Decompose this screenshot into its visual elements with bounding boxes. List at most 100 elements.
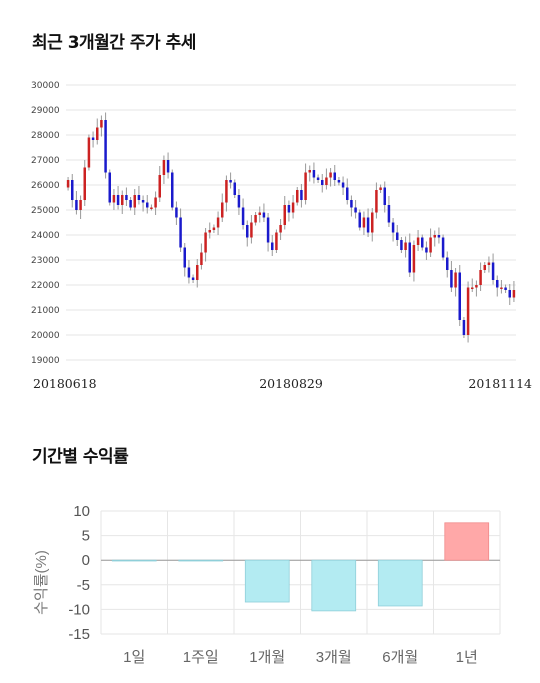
- y-tick-label: 20000: [31, 331, 60, 341]
- candle-body: [166, 160, 170, 173]
- candle-body: [262, 212, 266, 218]
- y-tick-label: 27000: [31, 156, 60, 166]
- candle-body: [187, 267, 191, 278]
- candle-body: [437, 235, 441, 238]
- y-tick-label: -10: [68, 601, 90, 618]
- price-trend-title: 최근 3개월간 주가 추세: [32, 33, 196, 53]
- candle-body: [337, 180, 341, 183]
- candle-body: [475, 285, 478, 288]
- candle-body: [275, 232, 278, 250]
- candle-body: [433, 235, 436, 238]
- candle-body: [241, 207, 245, 225]
- candle-body: [341, 182, 345, 188]
- y-tick-label: 23000: [31, 256, 60, 266]
- candle-body: [208, 230, 211, 233]
- x-tick-label: 3개월: [316, 649, 352, 666]
- candle-body: [400, 240, 403, 250]
- candle-body: [100, 120, 103, 128]
- candle-body: [396, 232, 399, 240]
- candle-body: [83, 167, 86, 200]
- candle-body: [412, 245, 416, 273]
- candle-body: [229, 180, 232, 183]
- y-tick-label: 25000: [31, 206, 60, 216]
- candle-body: [408, 242, 411, 273]
- candle-body: [225, 180, 228, 203]
- candle-body: [179, 217, 182, 248]
- candle-body: [354, 207, 357, 213]
- candle-body: [254, 215, 257, 223]
- candle-body: [71, 180, 74, 200]
- candle-body: [500, 287, 503, 289]
- x-tick-label: 20181114: [468, 376, 532, 391]
- candle-body: [483, 265, 486, 270]
- return-bar: [244, 559, 290, 603]
- candle-body: [221, 202, 224, 218]
- y-tick-label: 22000: [31, 281, 60, 291]
- y-tick-label: 24000: [31, 231, 60, 241]
- candle-body: [266, 217, 270, 243]
- return-bar: [311, 559, 357, 612]
- return-bar: [377, 559, 423, 607]
- candle-body: [362, 217, 366, 228]
- candle-body: [291, 202, 295, 213]
- candle-body: [358, 212, 361, 228]
- candle-body: [75, 200, 78, 210]
- candle-body: [371, 212, 374, 233]
- candle-body: [450, 270, 453, 288]
- y-tick-label: 5: [82, 528, 90, 545]
- candle-body: [79, 200, 82, 210]
- candle-body: [333, 172, 336, 180]
- y-tick-label: 28000: [31, 131, 60, 141]
- candle-body: [91, 137, 95, 140]
- candle-body: [375, 190, 378, 213]
- candle-body: [212, 227, 216, 230]
- return-bar: [111, 559, 157, 562]
- return-bar: [444, 522, 490, 561]
- candle-body: [279, 225, 282, 233]
- candle-body: [491, 262, 495, 280]
- candle-body: [312, 170, 316, 178]
- candle-body: [191, 277, 195, 280]
- x-tick-label: 20180618: [33, 376, 97, 391]
- candle-body: [154, 197, 157, 208]
- y-axis-label: 수익률(%): [33, 550, 50, 615]
- candle-body: [141, 200, 145, 203]
- candle-body: [258, 212, 261, 215]
- candle-body: [496, 280, 499, 288]
- candle-body: [308, 170, 311, 173]
- candle-body: [479, 270, 482, 285]
- period-return-title: 기간별 수익률: [32, 447, 129, 467]
- y-tick-label: 21000: [31, 306, 60, 316]
- candle-body: [421, 237, 424, 248]
- x-tick-label: 1일: [123, 649, 145, 666]
- candlestick-chart: 19000 20000 21000 22000 23000 24000 25000 26000…: [31, 81, 532, 391]
- candle-body: [487, 262, 491, 265]
- candle-body: [441, 237, 445, 258]
- candle-body: [391, 222, 395, 233]
- candle-body: [512, 290, 516, 298]
- candle-body: [66, 180, 70, 188]
- candle-body: [283, 205, 286, 225]
- candle-body: [150, 207, 153, 209]
- candle-body: [116, 195, 120, 205]
- candle-body: [458, 272, 461, 320]
- candle-body: [416, 237, 420, 245]
- candle-body: [325, 177, 328, 185]
- x-tick-label: 1개월: [249, 649, 285, 666]
- candle-body: [237, 195, 241, 208]
- candle-body: [425, 247, 428, 253]
- candle-body: [350, 200, 353, 208]
- candle-body: [196, 265, 199, 280]
- y-tick-label: 30000: [31, 81, 60, 91]
- x-tick-label: 20180829: [259, 376, 323, 391]
- candle-body: [321, 180, 324, 185]
- candle-body: [112, 195, 116, 203]
- candle-body: [233, 182, 236, 195]
- candle-body: [104, 120, 107, 173]
- candle-body: [316, 177, 320, 180]
- candle-body: [271, 242, 274, 250]
- candle-body: [183, 247, 186, 268]
- y-tick-label: 26000: [31, 181, 60, 191]
- x-tick-label: 1주일: [183, 649, 219, 666]
- candle-body: [125, 195, 128, 200]
